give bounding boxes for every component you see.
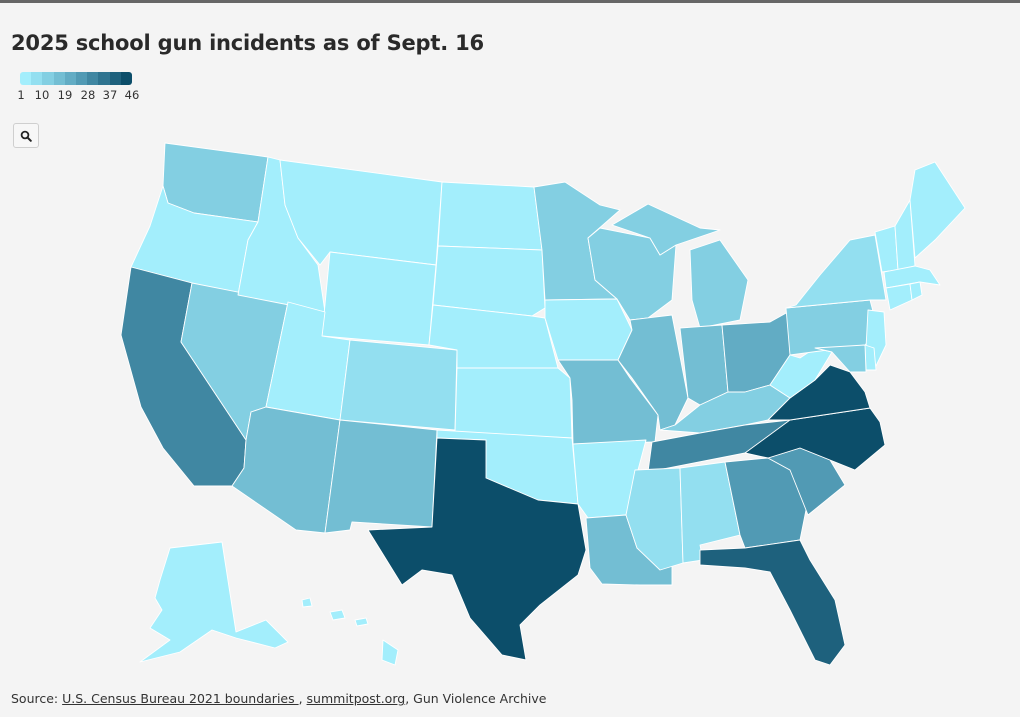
legend-tick: 28 xyxy=(80,88,96,102)
state-ks[interactable] xyxy=(454,367,573,439)
state-fl[interactable] xyxy=(699,539,846,666)
state-ia[interactable] xyxy=(544,298,633,361)
top-rule xyxy=(0,0,1020,3)
state-md[interactable] xyxy=(814,344,867,373)
color-legend: 1 10 19 28 37 46 xyxy=(17,72,139,104)
state-wy[interactable] xyxy=(321,251,437,346)
legend-swatch xyxy=(120,72,132,85)
map-title: 2025 school gun incidents as of Sept. 16 xyxy=(11,31,484,55)
legend-swatch xyxy=(76,72,88,85)
state-ak[interactable] xyxy=(139,541,289,663)
legend-color-scale xyxy=(20,72,132,85)
state-mi[interactable] xyxy=(611,203,749,329)
state-nd[interactable] xyxy=(437,181,543,251)
state-in[interactable] xyxy=(679,324,729,406)
legend-swatch xyxy=(64,72,77,85)
legend-swatch xyxy=(98,72,110,85)
state-co[interactable] xyxy=(339,339,458,431)
state-de[interactable] xyxy=(864,344,877,371)
state-ny[interactable] xyxy=(785,234,887,309)
state-ri[interactable] xyxy=(909,281,923,301)
state-il[interactable] xyxy=(617,314,689,431)
source-prefix: Source: xyxy=(11,691,63,706)
state-hi[interactable] xyxy=(301,597,399,666)
legend-tick: 46 xyxy=(124,88,140,102)
source-link-census[interactable]: U.S. Census Bureau 2021 boundaries xyxy=(62,691,299,706)
legend-swatch xyxy=(31,72,43,85)
legend-swatch xyxy=(20,72,32,85)
legend-tick: 10 xyxy=(34,88,50,102)
legend-tick: 37 xyxy=(102,88,118,102)
legend-ticks: 1 10 19 28 37 46 xyxy=(17,88,139,104)
state-sd[interactable] xyxy=(432,245,546,317)
zoom-button[interactable] xyxy=(13,123,39,148)
legend-swatch xyxy=(53,72,65,85)
legend-swatch xyxy=(87,72,99,85)
search-icon xyxy=(20,130,32,142)
source-note: Source: U.S. Census Bureau 2021 boundari… xyxy=(11,691,546,706)
state-ct[interactable] xyxy=(885,283,913,311)
legend-tick: 19 xyxy=(57,88,73,102)
legend-tick: 1 xyxy=(17,88,25,102)
source-suffix: , Gun Violence Archive xyxy=(405,691,547,706)
state-nm[interactable] xyxy=(324,419,438,534)
source-link-summitpost[interactable]: summitpost.org xyxy=(306,691,406,706)
state-tx[interactable] xyxy=(367,437,587,661)
state-az[interactable] xyxy=(231,406,341,534)
state-me[interactable] xyxy=(909,161,966,259)
legend-swatch xyxy=(109,72,121,85)
source-separator: , xyxy=(298,691,307,706)
legend-swatch xyxy=(42,72,54,85)
